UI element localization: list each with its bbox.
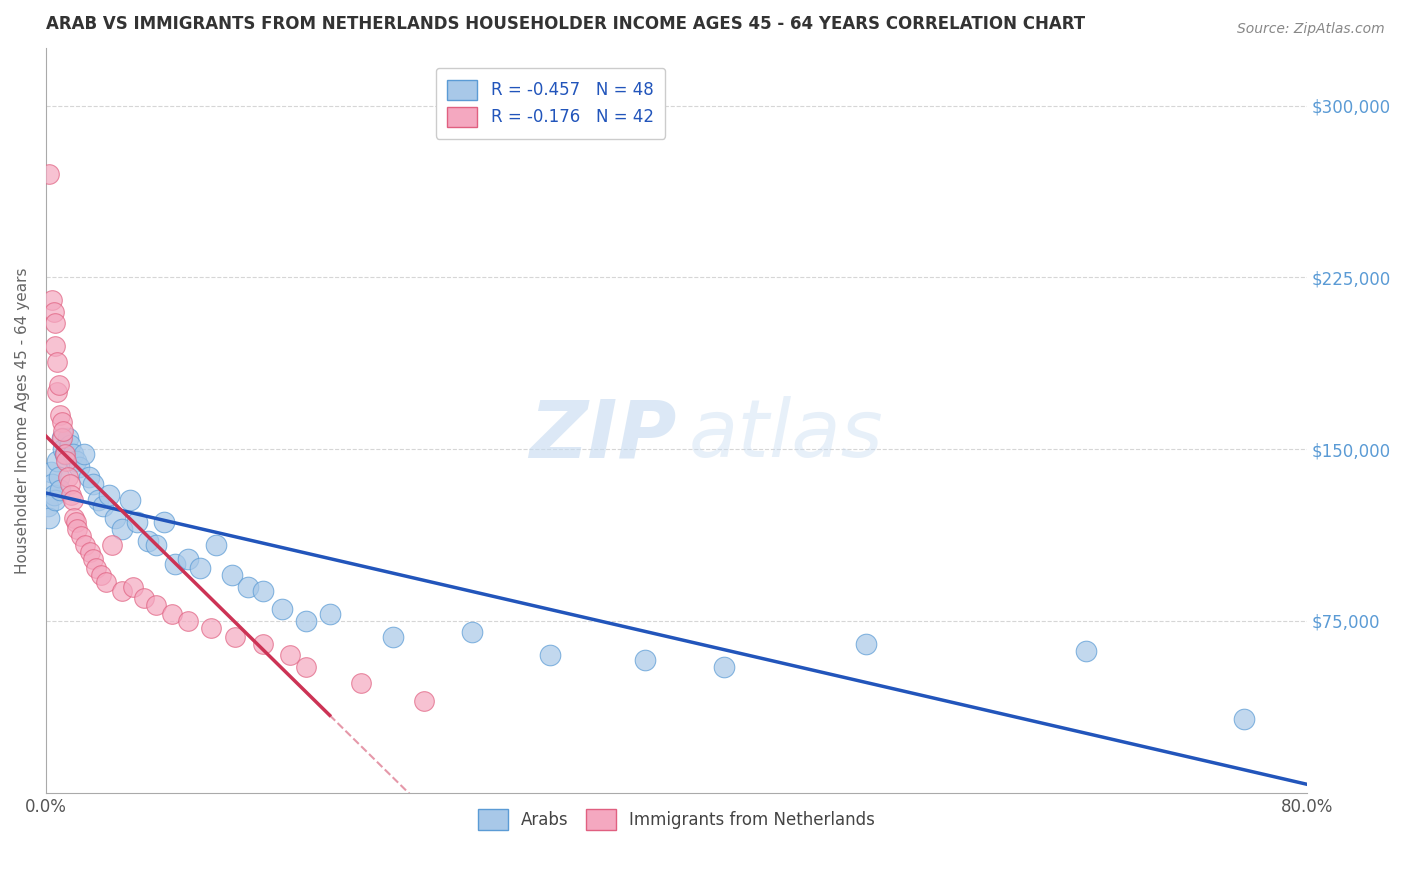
Point xyxy=(46,453,69,467)
Point xyxy=(177,552,200,566)
Point xyxy=(318,607,340,621)
Point xyxy=(295,614,318,628)
Point xyxy=(63,511,86,525)
Point xyxy=(41,293,63,308)
Point xyxy=(381,630,404,644)
Point xyxy=(295,659,318,673)
Point xyxy=(1076,643,1098,657)
Point xyxy=(56,469,79,483)
Point xyxy=(111,584,134,599)
Point xyxy=(59,476,82,491)
Point xyxy=(153,516,176,530)
Point xyxy=(82,552,104,566)
Point xyxy=(55,453,77,467)
Point xyxy=(49,483,72,498)
Point xyxy=(51,431,73,445)
Point xyxy=(87,492,110,507)
Point xyxy=(53,447,76,461)
Point xyxy=(44,492,66,507)
Point xyxy=(39,465,62,479)
Point xyxy=(51,431,73,445)
Point xyxy=(46,355,69,369)
Point xyxy=(94,574,117,589)
Point xyxy=(160,607,183,621)
Point xyxy=(350,675,373,690)
Point xyxy=(48,378,70,392)
Point xyxy=(46,384,69,399)
Point xyxy=(121,580,143,594)
Point xyxy=(278,648,301,663)
Point xyxy=(713,659,735,673)
Point xyxy=(56,431,79,445)
Point xyxy=(538,648,561,663)
Point xyxy=(190,561,212,575)
Point xyxy=(67,460,90,475)
Point xyxy=(224,630,246,644)
Point xyxy=(62,492,84,507)
Point xyxy=(177,614,200,628)
Point xyxy=(42,305,65,319)
Legend: Arabs, Immigrants from Netherlands: Arabs, Immigrants from Netherlands xyxy=(471,803,882,837)
Point xyxy=(79,545,101,559)
Point xyxy=(75,538,97,552)
Text: Source: ZipAtlas.com: Source: ZipAtlas.com xyxy=(1237,22,1385,37)
Point xyxy=(205,538,228,552)
Point xyxy=(86,561,108,575)
Point xyxy=(73,447,96,461)
Point xyxy=(53,447,76,461)
Text: ARAB VS IMMIGRANTS FROM NETHERLANDS HOUSEHOLDER INCOME AGES 45 - 64 YEARS CORREL: ARAB VS IMMIGRANTS FROM NETHERLANDS HOUS… xyxy=(46,15,1085,33)
Point xyxy=(59,437,82,451)
Point xyxy=(145,538,167,552)
Point xyxy=(236,580,259,594)
Point xyxy=(65,516,87,530)
Point xyxy=(62,447,84,461)
Point xyxy=(52,424,75,438)
Point xyxy=(48,469,70,483)
Point xyxy=(200,621,222,635)
Point xyxy=(127,516,149,530)
Point xyxy=(91,500,114,514)
Point xyxy=(271,602,294,616)
Point xyxy=(118,492,141,507)
Point xyxy=(42,488,65,502)
Point xyxy=(90,568,112,582)
Point xyxy=(38,511,60,525)
Point xyxy=(138,533,160,548)
Point xyxy=(252,584,274,599)
Point xyxy=(52,442,75,457)
Y-axis label: Householder Income Ages 45 - 64 years: Householder Income Ages 45 - 64 years xyxy=(15,268,30,574)
Point xyxy=(82,476,104,491)
Point xyxy=(413,694,436,708)
Point xyxy=(98,488,121,502)
Point xyxy=(132,591,155,605)
Point xyxy=(1233,712,1256,726)
Point xyxy=(145,598,167,612)
Point xyxy=(38,168,60,182)
Point xyxy=(101,538,124,552)
Point xyxy=(104,511,127,525)
Point xyxy=(460,625,482,640)
Text: atlas: atlas xyxy=(689,396,884,475)
Point xyxy=(69,529,91,543)
Point xyxy=(44,339,66,353)
Point xyxy=(77,469,100,483)
Point xyxy=(634,653,657,667)
Point xyxy=(49,408,72,422)
Point xyxy=(111,522,134,536)
Point xyxy=(44,316,66,330)
Point xyxy=(221,568,243,582)
Text: ZIP: ZIP xyxy=(529,396,676,475)
Point xyxy=(65,453,87,467)
Point xyxy=(41,476,63,491)
Point xyxy=(165,557,187,571)
Point xyxy=(37,500,59,514)
Point xyxy=(66,522,89,536)
Point xyxy=(51,415,73,429)
Point xyxy=(60,488,83,502)
Point xyxy=(855,637,877,651)
Point xyxy=(252,637,274,651)
